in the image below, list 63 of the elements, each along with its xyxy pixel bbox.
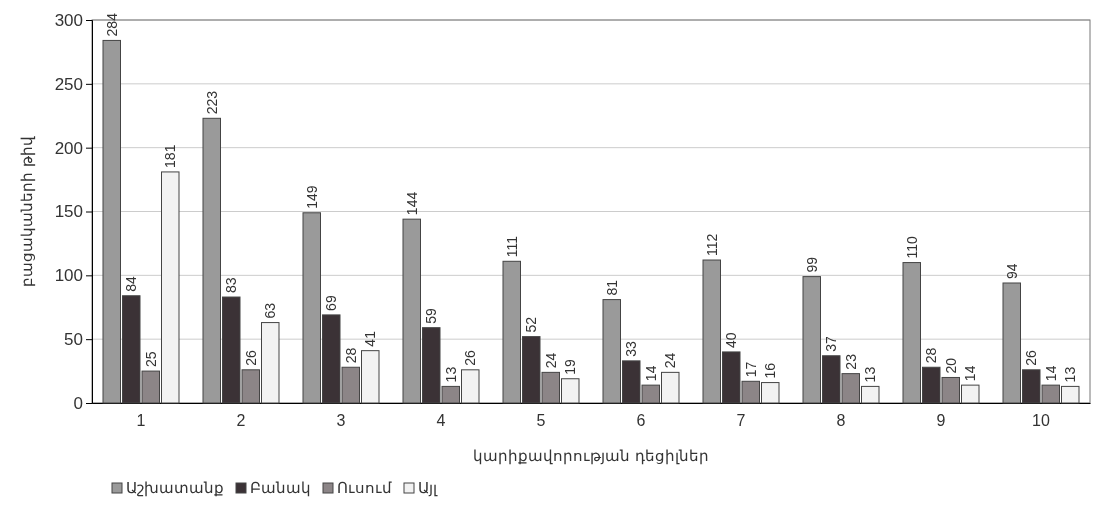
data-label: 13 [862,366,879,383]
data-label: 16 [762,362,779,379]
data-label: 24 [542,352,559,369]
legend-label: Ուսում [337,479,392,496]
data-label: 59 [423,307,440,324]
data-label: 26 [242,350,259,366]
data-label: 144 [403,191,420,216]
legend-label: Այլ [418,479,438,497]
data-label: 25 [142,351,159,368]
data-label: 14 [1042,365,1059,382]
y-tick-label: 200 [54,138,83,158]
x-tick-label: 7 [736,412,746,430]
data-label: 284 [103,12,120,37]
data-label: 13 [1062,366,1079,383]
x-tick-label: 4 [436,412,446,430]
data-label: 84 [123,275,140,292]
data-label: 26 [1023,350,1040,366]
x-tick-label: 6 [636,412,646,430]
data-label: 94 [1003,263,1020,279]
data-label: 181 [162,144,179,168]
data-label: 23 [842,353,859,370]
x-tick-label: 9 [936,412,946,430]
data-label: 14 [962,365,979,382]
data-label: 37 [823,335,840,352]
y-tick-label: 100 [54,266,83,286]
data-label: 17 [742,361,759,378]
data-label: 14 [642,365,659,382]
data-label: 24 [662,352,679,369]
data-label: 13 [442,366,459,383]
x-tick-label: 8 [836,412,846,430]
x-tick-label: 10 [1032,412,1050,430]
y-tick-label: 250 [54,74,83,94]
y-tick-label: 150 [54,202,83,222]
data-label: 33 [623,341,640,357]
data-label: 41 [362,330,379,347]
x-tick-label: 1 [136,412,146,430]
legend-label: Բանակ [250,479,311,497]
x-tick-label: 3 [336,412,346,430]
data-label: 69 [323,295,340,311]
data-label: 99 [803,256,820,273]
data-label: 149 [303,185,320,209]
x-tick-label: 5 [536,412,546,430]
data-label: 223 [203,90,220,115]
data-label: 81 [603,279,620,296]
data-label: 110 [903,236,920,259]
data-label: 28 [923,347,940,364]
data-label: 111 [503,235,520,258]
data-label: 112 [703,233,720,257]
data-label: 19 [562,358,579,375]
legend-label: Աշխատանք [126,479,224,497]
x-tick-label: 2 [236,412,246,430]
data-label: 52 [523,316,540,333]
y-axis-title: բացակաների թիվ [18,136,36,287]
data-label: 28 [342,347,359,364]
y-tick-label: 50 [64,330,83,350]
data-label: 83 [223,277,240,294]
y-tick-label: 300 [54,10,83,30]
data-label: 63 [262,302,279,319]
data-label: 26 [462,350,479,366]
data-label: 40 [723,332,740,348]
data-label: 20 [942,357,959,374]
y-tick-label: 0 [73,393,83,413]
x-axis-title: կարիքավորության դեցիլներ [473,447,709,465]
